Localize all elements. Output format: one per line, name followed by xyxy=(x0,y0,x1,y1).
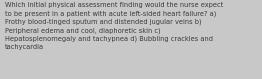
Text: Which initial physical assessment finding would the nurse expect
to be present i: Which initial physical assessment findin… xyxy=(5,2,223,50)
